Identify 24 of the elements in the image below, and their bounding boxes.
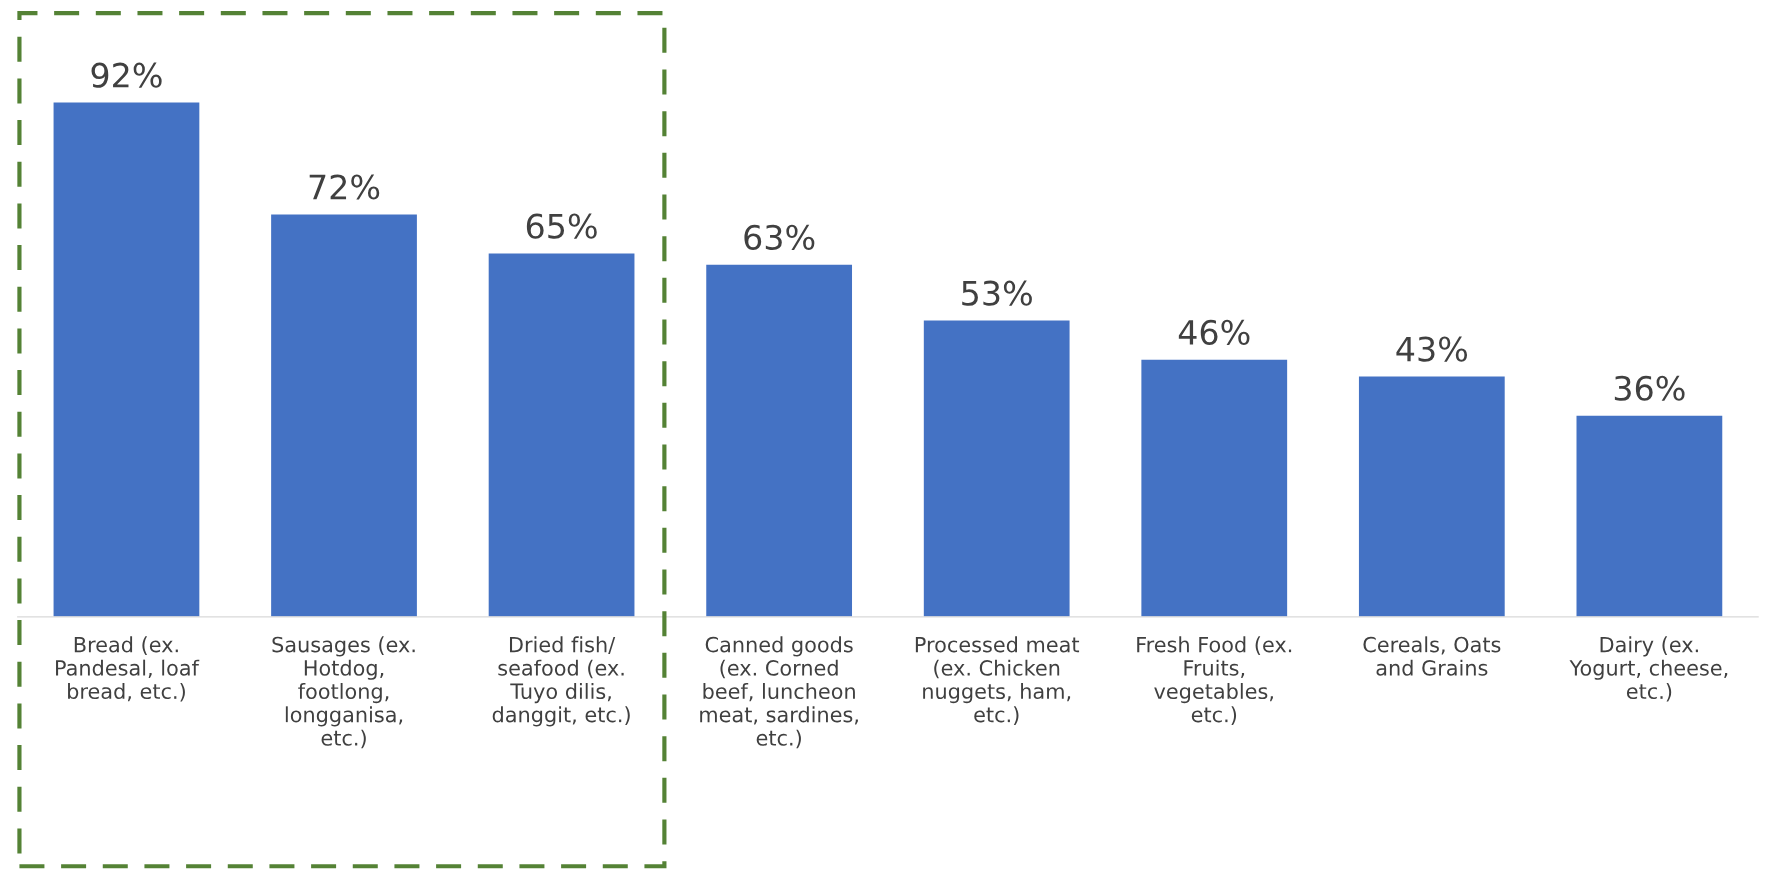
data-label: 63% (744, 224, 815, 250)
bar (706, 264, 853, 617)
data-label: 65% (526, 213, 597, 239)
x-tick-label: Fresh Food (ex. Fruits, vegetables, etc.) (1137, 636, 1292, 725)
x-tick-label: Canned goods (ex. Corned beef, luncheon meat, sardines, etc.) (700, 636, 858, 749)
data-label: 72% (309, 174, 380, 200)
data-label: 43% (1396, 336, 1468, 362)
x-tick-label: Cereals, Oats and Grains (1363, 636, 1501, 676)
x-tick-label: Sausages (ex. Hotdog, footlong, longganisa, etc.) (272, 636, 415, 749)
x-tick-label: Bread (ex. Pandesal, loaf bread, etc.) (56, 636, 200, 702)
bar (53, 102, 200, 617)
x-tick-label: Dried fish/ seafood (ex. Tuyo dilis, danggit, etc.) (492, 636, 630, 727)
bar (923, 320, 1070, 617)
data-label: 36% (1614, 375, 1685, 401)
data-label: 46% (1178, 319, 1250, 345)
bar (271, 214, 417, 617)
x-tick-label: Dairy (ex. Yogurt, cheese, etc.) (1569, 636, 1728, 702)
bar (1358, 376, 1505, 617)
x-tick-label: Processed meat (ex. Chicken nuggets, ham, etc.) (915, 636, 1080, 725)
data-label: 53% (962, 280, 1032, 306)
data-label: 92% (91, 62, 162, 88)
bar (1576, 415, 1723, 617)
bar (488, 253, 635, 617)
bar (1141, 359, 1288, 617)
